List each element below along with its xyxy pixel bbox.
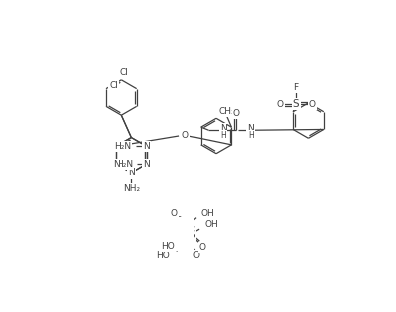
Text: O: O <box>182 131 189 140</box>
Text: Cl: Cl <box>109 81 118 90</box>
Text: O: O <box>309 100 316 109</box>
Text: S: S <box>182 223 188 233</box>
Text: OH: OH <box>201 209 214 218</box>
Text: S: S <box>188 230 195 240</box>
Text: S: S <box>182 223 188 233</box>
Text: S: S <box>182 236 188 246</box>
Text: OH: OH <box>204 220 218 229</box>
Text: S: S <box>182 236 188 246</box>
Text: F: F <box>293 83 299 92</box>
Text: H: H <box>220 131 226 140</box>
Text: N: N <box>143 142 150 151</box>
Text: O: O <box>192 251 200 260</box>
Text: S: S <box>188 227 195 236</box>
Text: N: N <box>143 160 150 168</box>
Text: N: N <box>248 124 254 133</box>
Text: H₂N: H₂N <box>116 160 133 168</box>
Text: H₂N: H₂N <box>114 142 131 151</box>
Text: N: N <box>220 124 227 133</box>
Text: N: N <box>128 168 135 178</box>
Text: N: N <box>112 160 119 168</box>
Text: O: O <box>175 216 183 225</box>
Text: O: O <box>232 109 240 118</box>
Text: S: S <box>293 99 299 109</box>
Text: HO: HO <box>162 242 175 251</box>
Text: O: O <box>171 209 178 218</box>
Text: O: O <box>199 243 206 252</box>
Text: CH₃: CH₃ <box>219 107 235 116</box>
Text: Cl: Cl <box>120 68 129 76</box>
Text: NH₂: NH₂ <box>123 184 140 193</box>
Text: O: O <box>276 100 284 109</box>
Text: HO: HO <box>156 251 170 260</box>
Text: H: H <box>248 131 253 140</box>
Text: O: O <box>177 218 184 227</box>
